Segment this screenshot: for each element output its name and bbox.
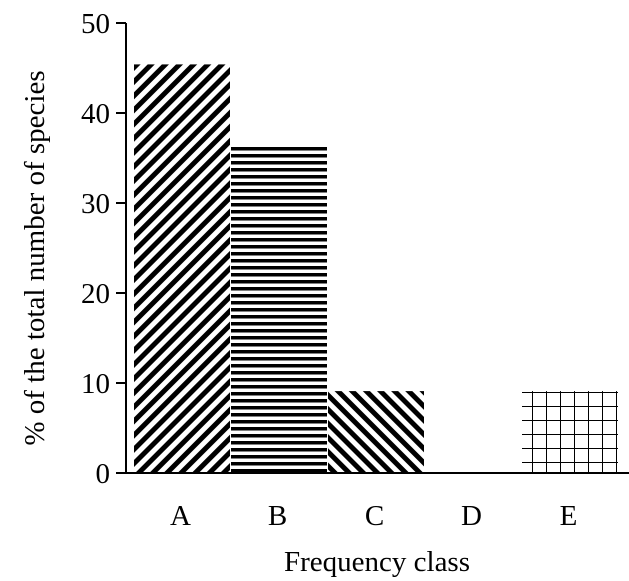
y-ticks-group: 0 10 20 30 40 50 xyxy=(81,8,126,490)
y-tick-label: 30 xyxy=(81,188,110,220)
x-axis-title: Frequency class xyxy=(284,546,470,578)
bar-e xyxy=(522,391,618,473)
bar-a xyxy=(134,64,230,474)
y-tick-label: 50 xyxy=(81,8,110,40)
y-tick-label: 40 xyxy=(81,98,110,130)
bar-b xyxy=(231,145,327,473)
x-tick-label-a: A xyxy=(170,500,191,532)
x-tick-label-b: B xyxy=(268,500,287,532)
x-tick-label-d: D xyxy=(461,500,482,532)
bars-group xyxy=(134,64,618,474)
x-ticks-group: A B C D E xyxy=(170,500,577,532)
x-tick-label-c: C xyxy=(365,500,384,532)
bar-c xyxy=(328,391,424,473)
x-tick-label-e: E xyxy=(560,500,578,532)
y-tick-label: 0 xyxy=(96,458,111,490)
y-tick-label: 10 xyxy=(81,368,110,400)
y-tick-label: 20 xyxy=(81,278,110,310)
y-axis-title: % of the total number of species xyxy=(19,70,51,445)
